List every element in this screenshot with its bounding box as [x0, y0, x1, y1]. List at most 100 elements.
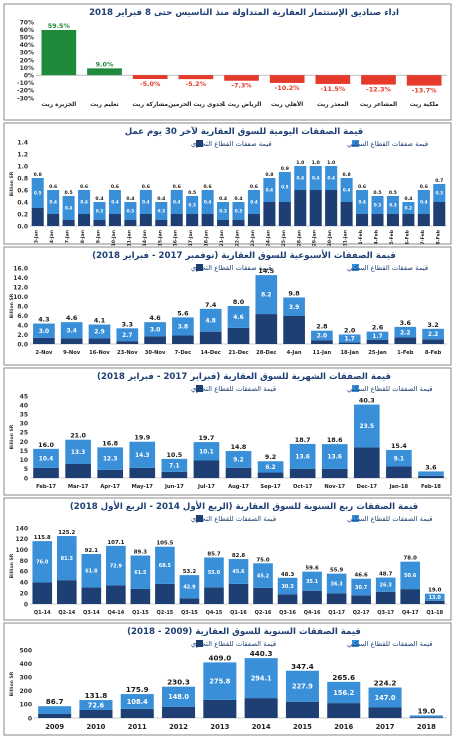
legend-residential-label: قيمة صفقات القطاع السكني	[347, 264, 428, 272]
chart-6-bar-residential	[368, 687, 402, 708]
chart-3-bar-commercial	[394, 337, 417, 344]
chart-6-bar-commercial	[120, 708, 154, 718]
chart-6-category-label: 2016	[334, 723, 353, 731]
chart-3-y-tick: 6.0	[17, 313, 28, 320]
chart-2-bar-commercial	[78, 214, 91, 226]
chart-2-residential-label: 0.3	[235, 209, 243, 214]
chart-6-y-axis-label: Billion SR	[9, 671, 15, 696]
chart-3-category-label: 8-Feb	[425, 350, 442, 356]
chart-2-bar-commercial	[217, 220, 230, 226]
chart-2-bar-commercial	[47, 214, 60, 226]
chart-4-residential-label: 10.4	[39, 456, 54, 462]
chart-2-residential-label: 0.3	[436, 191, 444, 196]
chart-6-residential-label: 275.8	[209, 678, 230, 686]
chart-5-bar-commercial	[375, 591, 396, 604]
chart-5-bar-residential	[277, 577, 298, 595]
chart-2-bar-commercial	[309, 190, 322, 226]
chart-5-category-label: Q1-14	[34, 610, 51, 616]
chart-5-total-label: 107.1	[107, 540, 124, 546]
chart-2-residential-label: 0.3	[158, 209, 166, 214]
chart-2-category-label: 31-Jan	[343, 230, 349, 246]
chart-4-bar-commercial	[33, 467, 59, 478]
chart-3-bar-residential	[199, 308, 222, 332]
chart-6-y-tick: 300	[19, 675, 32, 682]
legend-commercial-swatch	[196, 640, 203, 647]
chart-4-total-label: 18.6	[327, 436, 343, 444]
chart-2-bar-residential	[325, 166, 338, 190]
chart-5-total-label: 48.3	[281, 572, 295, 578]
chart-5-bar-commercial	[302, 590, 322, 604]
chart-4-residential-label: 10.1	[199, 449, 214, 455]
chart-3-residential-label: 2.9	[94, 330, 104, 336]
chart-2-bar-residential	[186, 196, 199, 214]
chart-2-category-label: 9-Jan	[96, 230, 102, 243]
chart-5-category-label: Q2-14	[58, 610, 75, 616]
chart-2-category-label: 4-Feb	[374, 229, 380, 244]
chart-2-y-tick: 0.8	[17, 175, 28, 182]
chart-4-category-label: Apr-17	[100, 484, 120, 490]
chart-4-residential-label: 12.3	[103, 457, 118, 463]
chart-5-bar-commercial	[32, 582, 53, 604]
chart-4-category-label: May-17	[132, 484, 154, 490]
chart-1-y-tick: -10%	[17, 80, 34, 87]
chart-6-category-label: 2009	[45, 723, 64, 731]
chart-2-category-label: 4-Jan	[49, 230, 55, 243]
chart-1-category-label: تعليم ريت	[90, 102, 118, 108]
chart-4-residential-label: 23.5	[360, 424, 375, 430]
chart-1-value-label: 9.0%	[96, 60, 114, 68]
chart-2-bar-residential	[294, 166, 307, 190]
chart-2-residential-label: 0.4	[204, 200, 212, 205]
chart-5-bar-commercial	[56, 580, 77, 604]
chart-2-bar-commercial	[139, 214, 152, 226]
chart-2-bar-commercial	[417, 214, 430, 226]
chart-4-bar-commercial	[129, 467, 156, 478]
chart-3-category-label: 11-Jan	[313, 350, 332, 356]
chart-1-y-tick: -20%	[17, 88, 34, 95]
chart-3-bar-commercial	[60, 338, 83, 344]
legend-commercial-label: قيمة الصفقات للقطاع التجاري	[191, 385, 276, 393]
chart-5-total-label: 105.5	[156, 541, 173, 547]
chart-3-bar-residential	[338, 334, 361, 343]
chart-4-total-label: 21.0	[70, 432, 86, 440]
chart-2-bar-residential	[309, 166, 322, 190]
chart-4-category-label: Nov-17	[324, 484, 345, 490]
chart-2-residential-label: 0.5	[281, 185, 289, 190]
chart-5-total-label: 75.0	[256, 557, 270, 563]
chart-4-y-tick: 35	[20, 412, 28, 419]
chart-6-bar-residential	[162, 686, 196, 707]
chart-1-y-tick: 0%	[24, 73, 34, 80]
chart-2-residential-label: 0.4	[49, 200, 57, 205]
chart-3-bar-residential	[88, 324, 111, 339]
legend-commercial-label: قيمة الصفقات للقطاع التجاري	[191, 640, 276, 648]
chart-2-total-label: 0.4	[404, 196, 412, 202]
chart-4-total-label: 40.3	[359, 397, 375, 405]
chart-4-total-label: 10.5	[166, 451, 182, 459]
chart-3-residential-label: 4.8	[205, 318, 215, 324]
chart-5-title: قيمة الصفقات ربع السنوية للسوق العقارية …	[70, 501, 418, 512]
chart-2-category-label: 15-Jan	[157, 230, 163, 246]
chart-2-bar-commercial	[124, 220, 137, 226]
chart-4-total-label: 19.7	[199, 434, 215, 442]
chart-2-category-label: 11-Jan	[126, 230, 132, 246]
chart-2-y-tick: 0.4	[17, 199, 28, 206]
chart-4-total-label: 9.2	[265, 453, 276, 461]
chart-2-bar-residential	[417, 190, 430, 214]
chart-3-bar-commercial	[227, 327, 250, 344]
chart-5-category-label: Q4-14	[107, 610, 124, 616]
legend-commercial-label: قيمة صفقات القطاع التجاري	[191, 140, 272, 148]
legend-commercial-label: قيمة الصفقات للقطاع التجاري	[191, 515, 276, 523]
chart-2-category-label: 6-Feb	[404, 229, 410, 244]
chart-2-bar-residential	[232, 202, 245, 220]
chart-5-total-label: 89.3	[134, 550, 148, 556]
chart-2-total-label: 0.4	[126, 196, 134, 202]
chart-2-total-label: 0.6	[358, 184, 366, 190]
chart-1-y-tick: -30%	[17, 95, 34, 102]
chart-6-bar-commercial	[162, 706, 196, 718]
chart-6-residential-label: 147.0	[375, 694, 396, 702]
chart-6-category-label: 2018	[417, 723, 436, 731]
chart-2-bar-commercial	[108, 214, 121, 226]
chart-5-bar-residential	[351, 578, 371, 596]
chart-2-category-label: 29-Jan	[312, 230, 318, 246]
chart-4-category-label: Jul-17	[197, 484, 215, 490]
chart-5-total-label: 59.6	[305, 566, 319, 572]
